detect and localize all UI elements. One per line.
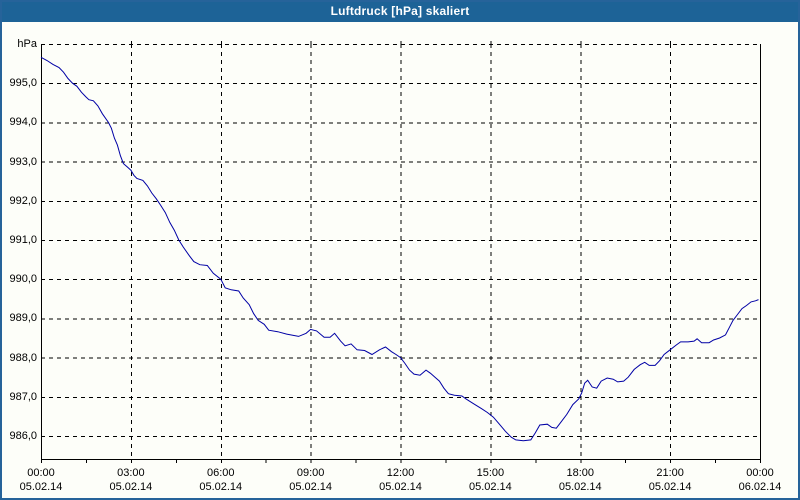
x-tick-time: 00:00 [27, 467, 55, 479]
y-tick-label: 990,0 [9, 273, 37, 286]
y-tick-label: 986,0 [9, 430, 37, 442]
titlebar[interactable]: Luftdruck [hPa] skaliert [2, 2, 798, 22]
gridlines [41, 44, 760, 459]
y-tick-label: 991,0 [9, 234, 37, 246]
x-tick-date: 06.02.14 [738, 481, 782, 493]
x-tick-time: 06:00 [206, 467, 235, 479]
x-tick-time: 21:00 [656, 467, 684, 479]
x-tick-label: 21:00 05.02.14 [638, 466, 702, 494]
x-tick-date: 05.02.14 [379, 481, 422, 493]
x-tick-label: 09:00 05.02.14 [279, 466, 343, 494]
x-tick-label: 00:00 06.02.14 [728, 466, 792, 494]
y-tick-label: 993,0 [9, 155, 37, 168]
x-tick-date: 05.02.14 [648, 481, 692, 493]
x-tick-label: 00:00 05.02.14 [9, 466, 73, 494]
y-tick-label: 987,0 [9, 390, 37, 403]
axis-ticks [41, 41, 761, 463]
x-tick-time: 03:00 [117, 467, 145, 479]
x-tick-date: 05.02.14 [109, 481, 153, 493]
x-tick-label: 15:00 05.02.14 [458, 466, 522, 494]
y-axis-unit-label: hPa [17, 38, 37, 50]
x-tick-label: 06:00 05.02.14 [189, 466, 253, 494]
x-tick-date: 05.02.14 [468, 481, 512, 493]
x-tick-time: 18:00 [566, 467, 595, 479]
y-tick-label: 995,0 [9, 77, 37, 90]
x-tick-time: 09:00 [296, 467, 325, 479]
pressure-chart: hPa 995,0 994,0 993,0 992,0 991,0 990,0 989,0 98… [2, 22, 798, 498]
y-tick-label: 992,0 [9, 194, 37, 207]
x-tick-label: 03:00 05.02.14 [99, 466, 163, 494]
series-line-luftdruck [40, 56, 759, 442]
chart-svg [40, 41, 761, 463]
x-tick-date: 05.02.14 [199, 481, 243, 493]
x-tick-label: 12:00 05.02.14 [369, 466, 433, 494]
y-tick-label: 994,0 [9, 116, 37, 129]
x-tick-date: 05.02.14 [289, 481, 333, 493]
y-tick-label: 988,0 [9, 351, 37, 364]
window-title: Luftdruck [hPa] skaliert [330, 4, 470, 18]
x-tick-time: 00:00 [746, 467, 774, 479]
x-tick-date: 05.02.14 [558, 481, 602, 493]
x-tick-time: 15:00 [476, 467, 505, 479]
x-tick-time: 12:00 [386, 467, 415, 479]
x-tick-label: 18:00 05.02.14 [548, 466, 612, 494]
y-tick-label: 989,0 [9, 312, 37, 325]
x-tick-date: 05.02.14 [19, 481, 63, 493]
